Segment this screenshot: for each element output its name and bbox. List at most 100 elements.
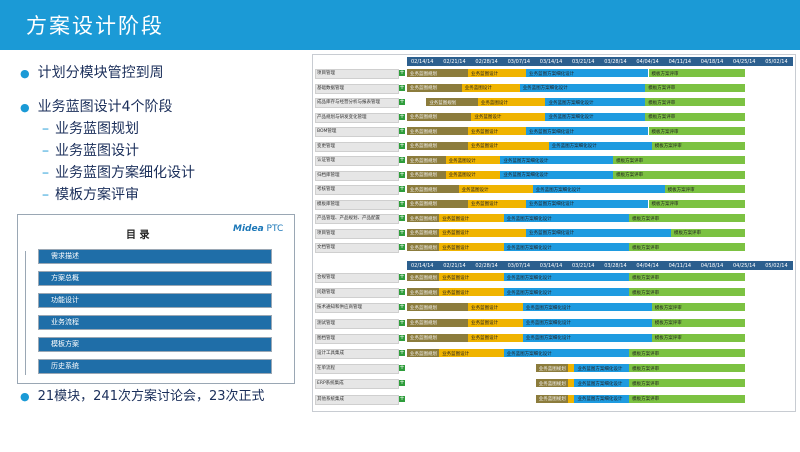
phase-bar-label: 业务蓝图规划 bbox=[410, 187, 437, 193]
expand-icon[interactable]: + bbox=[399, 185, 405, 192]
expand-icon[interactable]: + bbox=[399, 112, 405, 120]
sub-item: – 模板方案评审 bbox=[42, 187, 139, 203]
phase-bar bbox=[407, 288, 440, 297]
phase-bar-label: 业务蓝图方案细化设计 bbox=[529, 129, 575, 135]
sub-item: – 业务蓝图规划 bbox=[42, 121, 139, 137]
phase-bar-label: 业务蓝图规划 bbox=[410, 115, 437, 120]
phase-bar bbox=[629, 288, 746, 297]
toc-item[interactable]: 历史系统 bbox=[38, 359, 272, 374]
row-label: 问题管理 bbox=[317, 290, 335, 296]
expand-icon[interactable]: + bbox=[399, 141, 405, 149]
expand-icon[interactable]: + bbox=[399, 170, 405, 178]
expand-icon[interactable]: + bbox=[399, 98, 405, 105]
row-label-box bbox=[315, 214, 399, 224]
phase-bar bbox=[545, 98, 646, 106]
phase-bar-label: 业务蓝图设计 bbox=[471, 202, 499, 207]
timeline-tick: 05/02/14 bbox=[765, 263, 788, 269]
toc-item[interactable]: 方案总概 bbox=[38, 271, 272, 286]
phase-bar bbox=[629, 379, 746, 388]
phase-bar-label: 业务蓝图规划 bbox=[410, 231, 437, 236]
phase-bar-label: 模板方案评审 bbox=[651, 71, 679, 77]
toc-item[interactable]: 模板方案 bbox=[38, 337, 272, 352]
phase-bar-label: 业务蓝图方案细化设计 bbox=[506, 290, 552, 296]
expand-icon[interactable]: + bbox=[399, 199, 405, 207]
phase-bar-label: 业务蓝图规划 bbox=[410, 275, 437, 281]
expand-icon[interactable]: + bbox=[399, 83, 405, 91]
phase-bar bbox=[503, 288, 630, 297]
phase-bar bbox=[461, 83, 520, 92]
phase-bar bbox=[445, 156, 501, 164]
row-label: 变更管理 bbox=[317, 143, 335, 149]
phase-bar bbox=[407, 199, 469, 208]
phase-bar bbox=[535, 364, 568, 373]
phase-bar bbox=[648, 127, 746, 135]
timeline-tick: 04/18/14 bbox=[700, 59, 724, 65]
phase-bar bbox=[503, 349, 630, 357]
expand-icon[interactable]: + bbox=[399, 288, 405, 296]
phase-bar-label: 模板方案评审 bbox=[648, 100, 676, 106]
phase-bar bbox=[407, 214, 440, 222]
phase-bar bbox=[651, 303, 746, 312]
bullet-text: 计划分模块管控到周 bbox=[37, 65, 164, 81]
expand-icon[interactable]: + bbox=[399, 243, 405, 250]
phase-bar bbox=[645, 83, 746, 92]
timeline-tick: 03/07/14 bbox=[507, 59, 531, 65]
toc-item-label: 需求描述 bbox=[51, 252, 79, 260]
phase-bar-label: 业务蓝图方案细化设计 bbox=[522, 86, 568, 91]
timeline-tick: 02/28/14 bbox=[475, 59, 498, 65]
phase-bar-label: 业务蓝图方案细化设计 bbox=[503, 158, 549, 164]
phase-bar bbox=[468, 69, 527, 77]
row-label-box bbox=[315, 228, 399, 239]
timeline-tick: 02/14/14 bbox=[411, 59, 434, 65]
phase-bar-label: 业务蓝图方案细化设计 bbox=[506, 275, 552, 281]
expand-icon[interactable]: + bbox=[399, 364, 405, 372]
timeline-tick: 03/07/14 bbox=[507, 263, 531, 269]
bullet-dot-icon: ● bbox=[20, 67, 30, 80]
phase-bar-label: 业务蓝图设计 bbox=[442, 290, 470, 296]
toc-item[interactable]: 需求描述 bbox=[38, 249, 272, 264]
phase-bar-label: 模板方案评审 bbox=[632, 275, 660, 281]
phase-bar-label: 业务蓝图设计 bbox=[471, 305, 499, 311]
expand-icon[interactable]: + bbox=[399, 394, 405, 402]
phase-bar bbox=[651, 141, 746, 150]
expand-icon[interactable]: + bbox=[399, 333, 405, 341]
toc-item[interactable]: 业务流程 bbox=[38, 315, 272, 330]
row-label-box bbox=[315, 333, 399, 344]
phase-bar bbox=[407, 228, 440, 237]
bullet-list: ● 计划分模块管控到周 ● 业务蓝图设计4个阶段 – 业务蓝图规划 – 业务蓝图设计 –… bbox=[20, 62, 310, 204]
row-label: 其他系统集成 bbox=[317, 396, 344, 402]
expand-icon[interactable]: + bbox=[399, 214, 405, 221]
expand-icon[interactable]: + bbox=[399, 379, 405, 387]
expand-icon[interactable]: + bbox=[399, 318, 405, 326]
phase-bar-label: 业务蓝图规划 bbox=[429, 100, 457, 106]
expand-icon[interactable]: + bbox=[399, 127, 405, 134]
sub-item-text: 业务蓝图设计 bbox=[55, 143, 139, 159]
phase-bar-label: 业务蓝图规划 bbox=[410, 202, 437, 207]
row-label: 成品库存与经营分析与报表管理 bbox=[317, 100, 380, 105]
toc-item-label: 功能设计 bbox=[51, 296, 79, 304]
row-label-box bbox=[315, 98, 399, 108]
expand-icon[interactable]: + bbox=[399, 228, 405, 236]
timeline-tick: 04/04/14 bbox=[636, 263, 659, 269]
timeline-tick: 03/21/14 bbox=[572, 263, 595, 269]
phase-bar-label: 业务蓝图规划 bbox=[410, 71, 437, 77]
phase-bar bbox=[574, 379, 630, 388]
expand-icon[interactable]: + bbox=[399, 69, 405, 76]
phase-bar bbox=[503, 243, 630, 251]
phase-bar-label: 模板方案评审 bbox=[651, 129, 679, 135]
expand-icon[interactable]: + bbox=[399, 303, 405, 311]
phase-bar bbox=[545, 112, 646, 121]
phase-bar-label: 业务蓝图方案细化设计 bbox=[529, 202, 575, 207]
timeline-tick: 05/02/14 bbox=[765, 59, 788, 65]
row-label: 模板库管理 bbox=[317, 201, 340, 207]
phase-bar bbox=[458, 185, 533, 193]
expand-icon[interactable]: + bbox=[399, 349, 405, 356]
expand-icon[interactable]: + bbox=[399, 156, 405, 163]
toc-panel: 目 录 Midea PTC 需求描述 方案总概 功能设计 业务流程 模板方案 历… bbox=[17, 214, 295, 384]
phase-bar bbox=[629, 243, 746, 251]
phase-bar-label: 模板方案评审 bbox=[674, 231, 702, 236]
toc-item[interactable]: 功能设计 bbox=[38, 293, 272, 308]
bullet-dot-icon: ● bbox=[20, 101, 30, 114]
expand-icon[interactable]: + bbox=[399, 273, 405, 280]
phase-bar bbox=[407, 170, 446, 179]
